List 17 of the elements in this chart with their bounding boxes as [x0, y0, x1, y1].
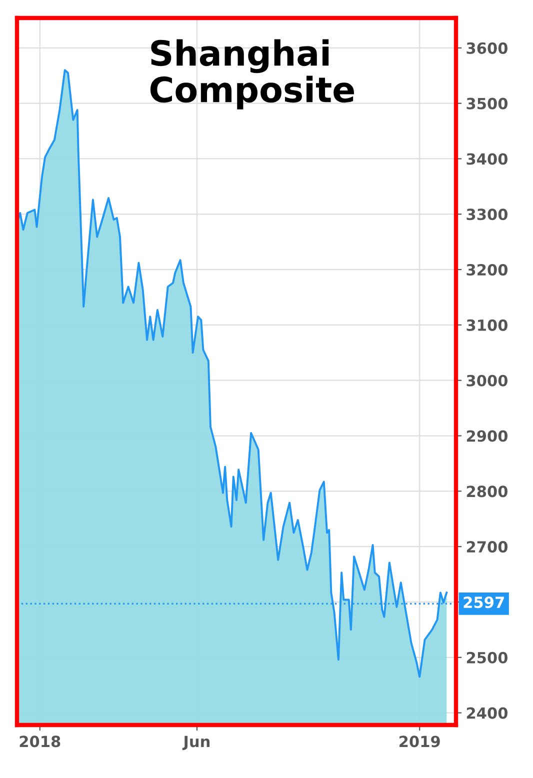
y-tick-label: 2400 [466, 707, 508, 719]
y-tick-label: 2500 [466, 652, 508, 664]
y-tick-label: 3400 [466, 153, 508, 165]
y-tick-label: 3300 [466, 208, 508, 220]
text: Shanghai Composite [150, 39, 354, 110]
y-tick-label: 3600 [466, 42, 508, 54]
y-tick-label: 3500 [466, 98, 508, 110]
ref-line-label: 2597 [464, 596, 504, 608]
y-tick-label: 3100 [466, 319, 508, 331]
x-tick-label: 2019 [400, 736, 440, 748]
y-tick-label: 2900 [466, 430, 508, 442]
x-tick-label: 2018 [20, 736, 60, 748]
y-tick-label: 2700 [466, 541, 508, 553]
y-tick-label: 3200 [466, 264, 508, 276]
y-tick-label: 3000 [466, 374, 508, 386]
x-tick-label: Jun [182, 736, 210, 750]
y-tick-label: 2800 [466, 486, 508, 498]
